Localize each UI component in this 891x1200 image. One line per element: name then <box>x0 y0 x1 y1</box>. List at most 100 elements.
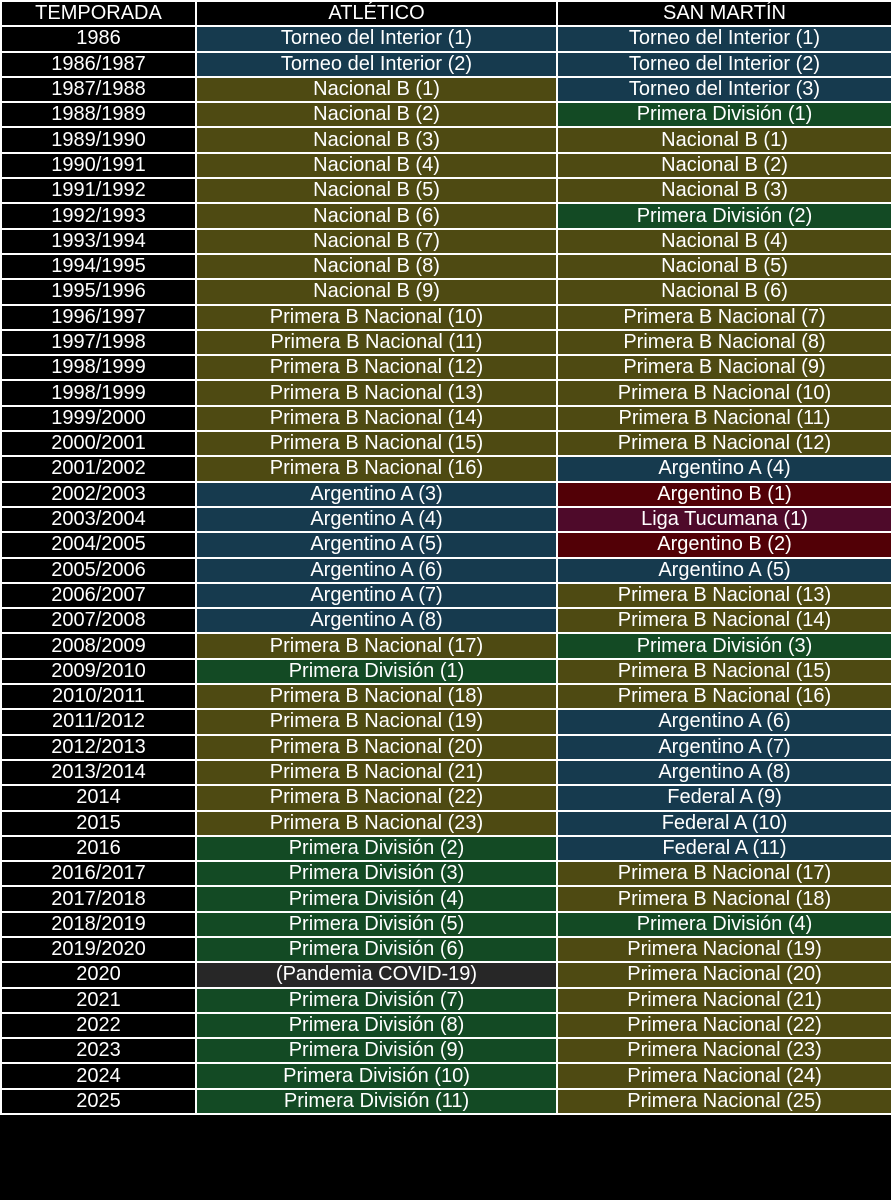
table-row: 2024 Primera División (10) Primera Naciona… <box>0 1062 891 1090</box>
season-cell: 2008/2009 <box>0 632 197 660</box>
season-cell: 2019/2020 <box>0 935 197 964</box>
table-row: 2001/2002 Primera B Nacional (16) Argentin… <box>0 455 891 483</box>
san-martin-cell: Primera Nacional (22) <box>556 1011 891 1040</box>
table-row: 1987/1988 Nacional B (1) Torneo del Interi… <box>0 75 891 104</box>
table-row: 1999/2000 Primera B Nacional (14) Primera … <box>0 404 891 433</box>
season-cell: 1999/2000 <box>0 404 197 433</box>
san-martin-cell: Nacional B (6) <box>556 278 891 306</box>
atletico-cell: Primera División (4) <box>195 885 558 913</box>
atletico-cell: Primera B Nacional (19) <box>195 708 558 736</box>
atletico-cell: Primera División (11) <box>195 1087 558 1116</box>
san-martin-cell: Primera División (3) <box>556 632 891 660</box>
san-martin-cell: Argentino A (4) <box>556 455 891 483</box>
table-row: 1986 Torneo del Interior (1) Torneo del In… <box>0 25 891 53</box>
season-cell: 1989/1990 <box>0 126 197 154</box>
atletico-cell: Torneo del Interior (1) <box>195 25 558 53</box>
atletico-cell: Primera División (7) <box>195 986 558 1014</box>
atletico-cell: Primera B Nacional (20) <box>195 733 558 761</box>
san-martin-cell: Argentino B (2) <box>556 531 891 559</box>
atletico-cell: Primera División (8) <box>195 1011 558 1040</box>
san-martin-cell: Primera B Nacional (8) <box>556 328 891 357</box>
san-martin-cell: Argentino B (1) <box>556 480 891 508</box>
season-cell: 2015 <box>0 809 197 837</box>
header-row: TEMPORADA ATLÉTICO SAN MARTÍN <box>0 0 891 28</box>
season-cell: 1993/1994 <box>0 227 197 255</box>
season-cell: 2003/2004 <box>0 505 197 534</box>
atletico-cell: Primera División (9) <box>195 1037 558 1065</box>
season-cell: 1998/1999 <box>0 354 197 382</box>
san-martin-cell: Primera B Nacional (11) <box>556 404 891 433</box>
header-temporada: TEMPORADA <box>0 0 197 28</box>
season-cell: 1986/1987 <box>0 50 197 78</box>
season-cell: 1995/1996 <box>0 278 197 306</box>
san-martin-cell: Primera División (1) <box>556 101 891 129</box>
san-martin-cell: Nacional B (4) <box>556 227 891 255</box>
season-cell: 2007/2008 <box>0 607 197 635</box>
atletico-cell: Nacional B (7) <box>195 227 558 255</box>
season-cell: 2016/2017 <box>0 860 197 888</box>
season-cell: 2020 <box>0 961 197 989</box>
atletico-cell: Nacional B (9) <box>195 278 558 306</box>
table-row: 1986/1987 Torneo del Interior (2) Torneo d… <box>0 50 891 78</box>
atletico-cell: Nacional B (4) <box>195 151 558 180</box>
season-cell: 1990/1991 <box>0 151 197 180</box>
atletico-cell: Torneo del Interior (2) <box>195 50 558 78</box>
san-martin-cell: Argentino A (8) <box>556 758 891 787</box>
atletico-cell: Primera División (6) <box>195 935 558 964</box>
san-martin-cell: Argentino A (6) <box>556 708 891 736</box>
table-body: 1986 Torneo del Interior (1) Torneo del In… <box>0 25 891 1116</box>
season-cell: 2022 <box>0 1011 197 1040</box>
table-row: 1998/1999 Primera B Nacional (13) Primera … <box>0 379 891 407</box>
table-row: 1996/1997 Primera B Nacional (10) Primera … <box>0 303 891 331</box>
san-martin-cell: Primera B Nacional (15) <box>556 657 891 686</box>
season-cell: 1991/1992 <box>0 177 197 205</box>
table-row: 2025 Primera División (11) Primera Naciona… <box>0 1087 891 1116</box>
season-cell: 1998/1999 <box>0 379 197 407</box>
table-row: 2015 Primera B Nacional (23) Federal A (10… <box>0 809 891 837</box>
san-martin-cell: Liga Tucumana (1) <box>556 505 891 534</box>
san-martin-cell: Primera B Nacional (18) <box>556 885 891 913</box>
san-martin-cell: Nacional B (5) <box>556 252 891 281</box>
atletico-cell: Argentino A (6) <box>195 556 558 584</box>
san-martin-cell: Primera División (4) <box>556 910 891 938</box>
atletico-cell: Argentino A (7) <box>195 581 558 610</box>
atletico-cell: Primera B Nacional (12) <box>195 354 558 382</box>
atletico-cell: Nacional B (6) <box>195 202 558 230</box>
header-san-martin: SAN MARTÍN <box>556 0 891 28</box>
table-row: 2007/2008 Argentino A (8) Primera B Nacion… <box>0 607 891 635</box>
table-row: 2008/2009 Primera B Nacional (17) Primera … <box>0 632 891 660</box>
san-martin-cell: Federal A (11) <box>556 834 891 863</box>
san-martin-cell: Primera Nacional (21) <box>556 986 891 1014</box>
table-row: 1993/1994 Nacional B (7) Nacional B (4) <box>0 227 891 255</box>
san-martin-cell: Nacional B (2) <box>556 151 891 180</box>
season-cell: 2021 <box>0 986 197 1014</box>
san-martin-cell: Nacional B (3) <box>556 177 891 205</box>
table-row: 1991/1992 Nacional B (5) Nacional B (3) <box>0 177 891 205</box>
san-martin-cell: Primera División (2) <box>556 202 891 230</box>
header-atletico: ATLÉTICO <box>195 0 558 28</box>
season-cell: 2005/2006 <box>0 556 197 584</box>
atletico-cell: Nacional B (3) <box>195 126 558 154</box>
table-row: 2011/2012 Primera B Nacional (19) Argentin… <box>0 708 891 736</box>
season-cell: 2025 <box>0 1087 197 1116</box>
atletico-cell: Nacional B (2) <box>195 101 558 129</box>
season-cell: 2023 <box>0 1037 197 1065</box>
atletico-cell: Primera B Nacional (13) <box>195 379 558 407</box>
atletico-cell: Primera División (1) <box>195 657 558 686</box>
san-martin-cell: Federal A (10) <box>556 809 891 837</box>
atletico-cell: Primera B Nacional (14) <box>195 404 558 433</box>
atletico-cell: Nacional B (5) <box>195 177 558 205</box>
season-cell: 2010/2011 <box>0 683 197 711</box>
season-cell: 2011/2012 <box>0 708 197 736</box>
san-martin-cell: Primera B Nacional (7) <box>556 303 891 331</box>
season-cell: 2000/2001 <box>0 430 197 458</box>
seasons-table: TEMPORADA ATLÉTICO SAN MARTÍN 1986 Torneo… <box>0 0 891 1116</box>
san-martin-cell: Torneo del Interior (2) <box>556 50 891 78</box>
atletico-cell: Primera B Nacional (17) <box>195 632 558 660</box>
table-row: 1992/1993 Nacional B (6) Primera División … <box>0 202 891 230</box>
san-martin-cell: Nacional B (1) <box>556 126 891 154</box>
season-cell: 2002/2003 <box>0 480 197 508</box>
atletico-cell: Primera B Nacional (23) <box>195 809 558 837</box>
san-martin-cell: Primera Nacional (20) <box>556 961 891 989</box>
season-cell: 2004/2005 <box>0 531 197 559</box>
